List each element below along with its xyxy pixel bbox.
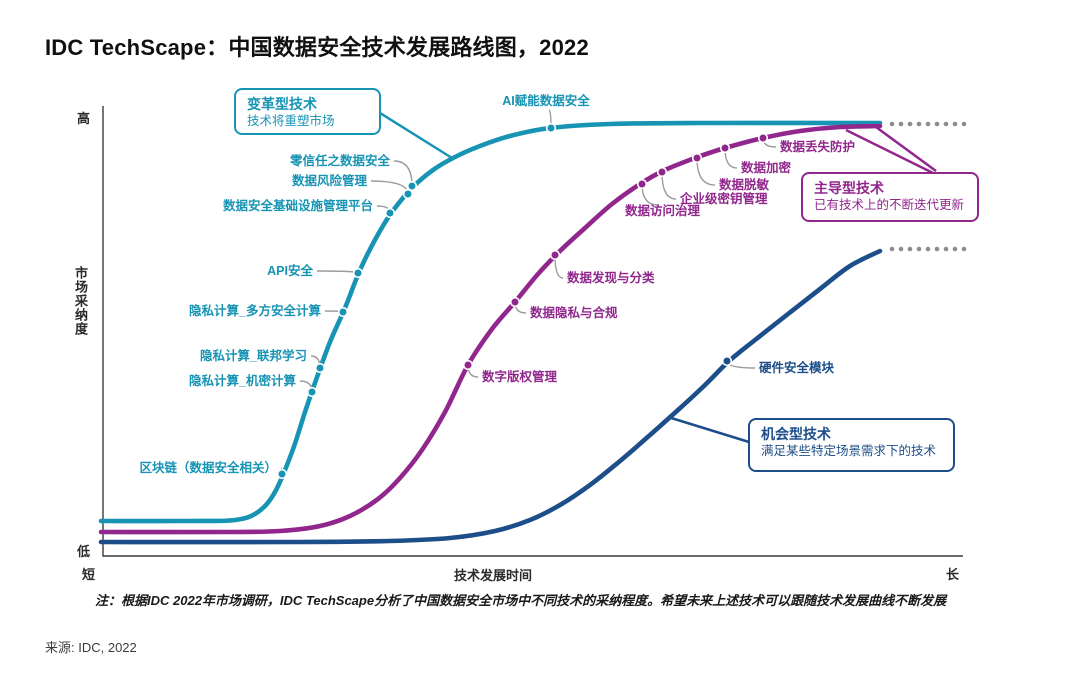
marker-dot [656, 166, 668, 178]
legend-box-dominant: 主导型技术 已有技术上的不断迭代更新 [801, 172, 979, 222]
dotted-continuation-dot [898, 246, 904, 252]
marker-connector [316, 270, 359, 274]
dotted-continuation-dot [952, 121, 958, 127]
marker-dot [402, 188, 414, 200]
legend-box-title: 主导型技术 [814, 180, 884, 196]
curve-opportunistic [98, 248, 883, 545]
dotted-continuation-dot [943, 121, 949, 127]
page-title: IDC TechScape：中国数据安全技术发展路线图，2022 [45, 35, 589, 60]
legend-box-opportunistic: 机会型技术 满足某些特定场景需求下的技术 [748, 418, 955, 472]
marker-dot [406, 180, 418, 192]
legend-box-title: 机会型技术 [761, 426, 831, 442]
dotted-continuation-dot [925, 246, 931, 252]
source-citation: 来源: IDC, 2022 [45, 640, 137, 655]
axes-lines [102, 106, 963, 557]
legend-box-title: 变革型技术 [247, 96, 317, 112]
dotted-continuation-dot [961, 246, 967, 252]
marker-connector [370, 180, 409, 195]
marker-dot [549, 249, 561, 261]
marker-dot [306, 386, 318, 398]
dotted-continuation-dot [943, 246, 949, 252]
marker-dot [314, 362, 326, 374]
dotted-continuation-dot [907, 121, 913, 127]
marker-dot [462, 359, 474, 371]
marker-dot [636, 178, 648, 190]
dotted-continuation-dot [952, 246, 958, 252]
marker-dot [757, 132, 769, 144]
marker-dot [276, 468, 288, 480]
legend-box-description: 已有技术上的不断迭代更新 [814, 198, 965, 212]
marker-dot [509, 296, 521, 308]
marker-dot [719, 142, 731, 154]
chart-footnote: 注：根据IDC 2022年市场调研，IDC TechScape分析了中国数据安全… [95, 593, 947, 608]
dotted-continuation-dot [898, 121, 904, 127]
legend-box-description: 满足某些特定场景需求下的技术 [761, 444, 937, 458]
dotted-continuation-dot [925, 121, 931, 127]
dotted-continuation-dot [961, 121, 967, 127]
dotted-continuation-dot [934, 246, 940, 252]
legend-callout-line [845, 128, 934, 175]
marker-dot [545, 122, 557, 134]
dotted-continuation-dot [889, 121, 895, 127]
marker-dot [721, 355, 733, 367]
legend-box-transformational: 变革型技术 技术将重塑市场 [234, 88, 381, 135]
marker-dot [337, 306, 349, 318]
legend-callout-line [875, 125, 937, 173]
dotted-continuation-dot [916, 246, 922, 252]
dotted-continuation-dot [916, 121, 922, 127]
marker-dot [352, 267, 364, 279]
legend-box-description: 技术将重塑市场 [247, 114, 335, 128]
dotted-continuation-dot [934, 121, 940, 127]
dotted-continuation-dot [907, 246, 913, 252]
legend-callout-line [379, 111, 453, 160]
dotted-continuation-dot [889, 246, 895, 252]
marker-dot [384, 207, 396, 219]
marker-dot [691, 152, 703, 164]
legend-callout-line [667, 415, 750, 444]
